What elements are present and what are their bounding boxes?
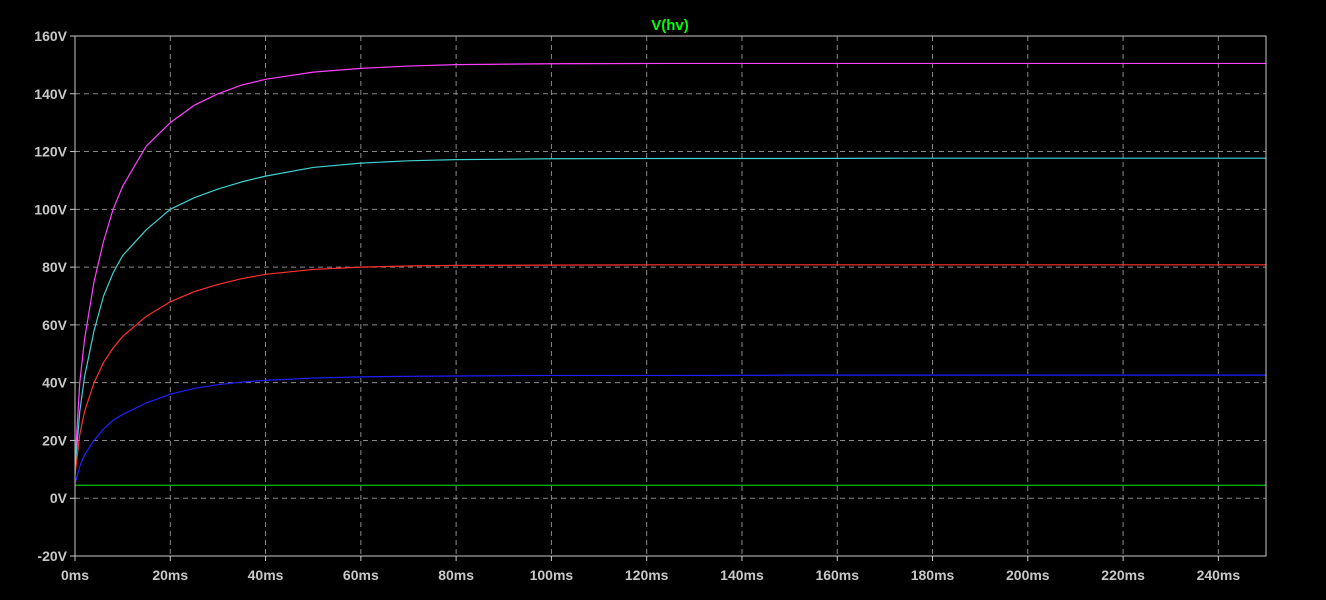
grid [74, 35, 1266, 557]
x-tick-label: 120ms [625, 567, 669, 583]
series-line-4 [74, 374, 1266, 484]
y-tick-label: -20V [37, 548, 67, 564]
x-tick-label: 60ms [343, 567, 379, 583]
y-tick-label: 140V [34, 86, 67, 102]
y-tick-label: 120V [34, 144, 67, 160]
series-group [74, 62, 1266, 486]
plot-frame [74, 35, 1267, 557]
y-tick-label: 100V [34, 201, 67, 217]
y-tick-label: 160V [34, 28, 67, 44]
x-tick-label: 80ms [438, 567, 474, 583]
y-tick-label: 60V [42, 317, 68, 333]
y-axis-ticks: -20V 0V 20V 40V 60V 80V 100V 120V 140V 160V [34, 28, 75, 564]
y-tick-label: 80V [42, 259, 68, 275]
x-tick-label: 240ms [1197, 567, 1241, 583]
x-tick-label: 0ms [61, 567, 89, 583]
y-tick-label: 20V [42, 432, 68, 448]
series-line-2 [74, 157, 1266, 470]
x-tick-label: 100ms [530, 567, 574, 583]
x-tick-label: 40ms [248, 567, 284, 583]
series-line-1 [74, 62, 1266, 464]
x-tick-label: 20ms [152, 567, 188, 583]
x-tick-label: 180ms [911, 567, 955, 583]
x-tick-label: 200ms [1006, 567, 1050, 583]
chart-title: V(hv) [651, 17, 689, 34]
x-tick-label: 160ms [815, 567, 859, 583]
y-tick-label: 0V [50, 490, 68, 506]
x-tick-label: 140ms [720, 567, 764, 583]
x-axis-ticks: 0ms 20ms 40ms 60ms 80ms 100ms 120ms 140ms 160ms 1… [61, 556, 1240, 583]
x-tick-label: 220ms [1101, 567, 1145, 583]
y-tick-label: 40V [42, 375, 68, 391]
series-line-3 [74, 264, 1266, 476]
